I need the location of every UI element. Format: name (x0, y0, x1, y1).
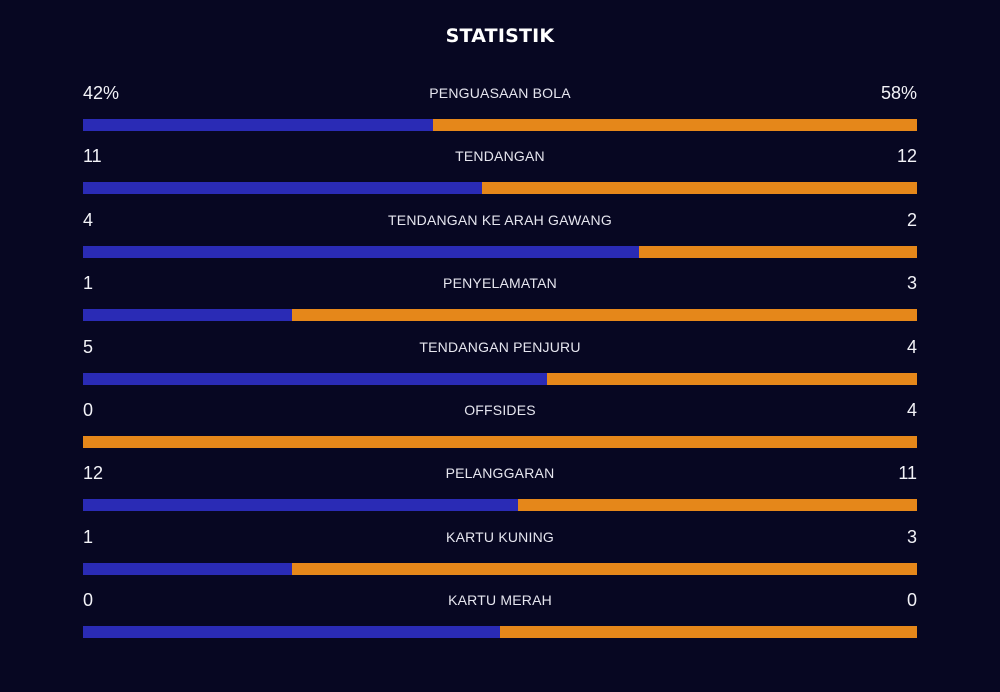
away-value: 12 (896, 146, 917, 167)
home-value: 0 (83, 590, 94, 611)
comparison-bar (83, 435, 917, 448)
stats-title: STATISTIK (445, 25, 555, 47)
away-value: 4 (906, 399, 917, 420)
home-value: 11 (83, 146, 102, 167)
away-value: 3 (906, 526, 917, 547)
home-bar (83, 626, 500, 639)
stat-label: PENYELAMATAN (443, 275, 557, 292)
stat-row-tendangan: 11 TENDANGAN 12 (83, 143, 917, 206)
away-value: 11 (898, 463, 917, 484)
comparison-bar (83, 562, 917, 575)
comparison-bar (83, 309, 917, 322)
home-value: 12 (83, 463, 104, 484)
stat-row-penguasaan-bola: 42% PENGUASAAN BOLA 58% (83, 80, 917, 143)
comparison-bar (83, 499, 917, 512)
stat-label: PELANGGARAN (445, 465, 555, 482)
home-bar (83, 372, 547, 385)
home-bar (83, 119, 434, 131)
comparison-bar (83, 182, 917, 195)
stat-row-tendangan-ke-arah-gawang: 4 TENDANGAN KE ARAH GAWANG 2 (83, 207, 917, 270)
away-bar (481, 182, 917, 195)
away-value: 3 (906, 273, 917, 294)
home-value: 0 (83, 399, 94, 420)
comparison-bar (83, 372, 917, 385)
stat-row-kartu-kuning: 1 KARTU KUNING 3 (83, 524, 917, 587)
stat-label: TENDANGAN (455, 148, 545, 165)
comparison-bar (83, 119, 917, 131)
away-bar (639, 245, 917, 258)
home-value: 5 (83, 336, 94, 357)
away-bar (291, 309, 917, 322)
away-bar (500, 626, 917, 639)
stat-label: KARTU MERAH (448, 592, 552, 609)
comparison-bar (83, 245, 917, 258)
away-bar (546, 372, 917, 385)
home-value: 1 (83, 526, 94, 547)
stat-row-kartu-merah: 0 KARTU MERAH 0 (83, 587, 917, 650)
stat-row-pelanggaran: 12 PELANGGARAN 11 (83, 460, 917, 523)
stat-row-tendangan-penjuru: 5 TENDANGAN PENJURU 4 (83, 334, 917, 397)
stat-row-offsides: 0 OFFSIDES 4 (83, 397, 917, 460)
away-value: 4 (906, 336, 917, 357)
stat-row-penyelamatan: 1 PENYELAMATAN 3 (83, 270, 917, 333)
home-bar (83, 499, 519, 512)
stats-list: 42% PENGUASAAN BOLA 58% 11 TENDANGAN 12 … (83, 80, 917, 651)
away-bar (518, 499, 917, 512)
away-bar (83, 435, 917, 448)
home-bar (83, 245, 640, 258)
stat-label: KARTU KUNING (446, 528, 554, 545)
stat-label: OFFSIDES (464, 401, 536, 418)
stat-label: TENDANGAN KE ARAH GAWANG (388, 211, 612, 228)
comparison-bar (83, 626, 917, 639)
away-value: 58% (880, 83, 917, 103)
stat-label: TENDANGAN PENJURU (419, 338, 581, 355)
stat-label: PENGUASAAN BOLA (429, 85, 571, 101)
home-value: 42% (83, 83, 120, 103)
home-bar (83, 309, 292, 322)
home-bar (83, 182, 482, 195)
away-bar (291, 562, 917, 575)
home-value: 4 (83, 209, 94, 230)
home-bar (83, 562, 292, 575)
home-value: 1 (83, 273, 94, 294)
away-value: 2 (906, 209, 917, 230)
away-value: 0 (906, 590, 917, 611)
away-bar (433, 119, 917, 131)
